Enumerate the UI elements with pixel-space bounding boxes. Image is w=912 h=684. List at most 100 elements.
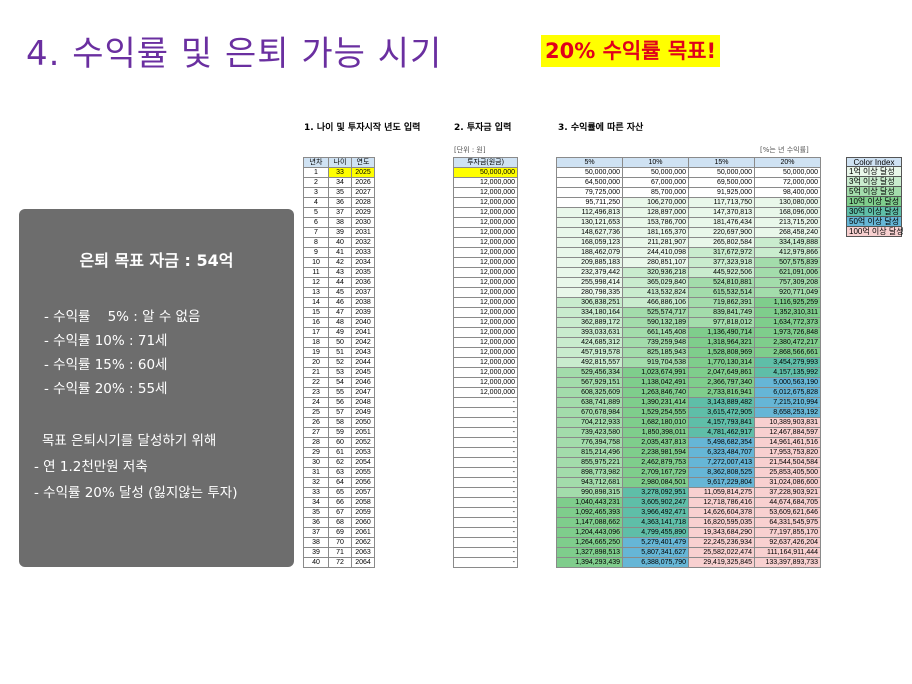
- age-cell[interactable]: 37: [329, 208, 352, 218]
- investment-cell[interactable]: 12,000,000: [454, 238, 518, 248]
- age-cell[interactable]: 51: [329, 348, 352, 358]
- age-cell[interactable]: 48: [329, 318, 352, 328]
- investment-cell[interactable]: 12,000,000: [454, 258, 518, 268]
- investment-cell[interactable]: 12,000,000: [454, 228, 518, 238]
- investment-cell[interactable]: 12,000,000: [454, 338, 518, 348]
- age-cell[interactable]: 59: [329, 428, 352, 438]
- age-cell[interactable]: 60: [329, 438, 352, 448]
- asset-cell: 492,815,557: [557, 358, 623, 368]
- age-cell[interactable]: 63: [329, 468, 352, 478]
- age-cell[interactable]: 41: [329, 248, 352, 258]
- investment-cell[interactable]: 12,000,000: [454, 378, 518, 388]
- year-no-cell: 28: [304, 438, 329, 448]
- investment-cell[interactable]: 12,000,000: [454, 358, 518, 368]
- investment-cell[interactable]: -: [454, 558, 518, 568]
- year-no-cell: 6: [304, 218, 329, 228]
- age-cell[interactable]: 61: [329, 448, 352, 458]
- age-cell[interactable]: 56: [329, 398, 352, 408]
- investment-cell[interactable]: 12,000,000: [454, 218, 518, 228]
- investment-cell[interactable]: -: [454, 518, 518, 528]
- age-cell[interactable]: 67: [329, 508, 352, 518]
- investment-cell[interactable]: -: [454, 538, 518, 548]
- age-cell[interactable]: 62: [329, 458, 352, 468]
- age-cell[interactable]: 64: [329, 478, 352, 488]
- asset-cell: 920,771,049: [755, 288, 821, 298]
- investment-cell[interactable]: -: [454, 438, 518, 448]
- investment-cell[interactable]: -: [454, 478, 518, 488]
- age-cell[interactable]: 71: [329, 548, 352, 558]
- investment-cell[interactable]: -: [454, 508, 518, 518]
- year-no-cell: 2: [304, 178, 329, 188]
- age-cell[interactable]: 47: [329, 308, 352, 318]
- age-cell[interactable]: 42: [329, 258, 352, 268]
- investment-cell[interactable]: -: [454, 418, 518, 428]
- age-cell[interactable]: 72: [329, 558, 352, 568]
- year-cell: 2031: [352, 228, 375, 238]
- age-cell[interactable]: 46: [329, 298, 352, 308]
- year-cell: 2059: [352, 508, 375, 518]
- age-cell[interactable]: 49: [329, 328, 352, 338]
- investment-cell[interactable]: -: [454, 408, 518, 418]
- age-cell[interactable]: 39: [329, 228, 352, 238]
- investment-cell[interactable]: 12,000,000: [454, 208, 518, 218]
- summary-line: - 수익률 15% : 60세: [44, 357, 168, 373]
- year-cell: 2053: [352, 448, 375, 458]
- investment-cell[interactable]: 12,000,000: [454, 278, 518, 288]
- investment-cell[interactable]: 12,000,000: [454, 188, 518, 198]
- age-cell[interactable]: 55: [329, 388, 352, 398]
- year-no-cell: 8: [304, 238, 329, 248]
- age-cell[interactable]: 45: [329, 288, 352, 298]
- age-cell[interactable]: 50: [329, 338, 352, 348]
- investment-cell[interactable]: -: [454, 458, 518, 468]
- asset-cell: 92,637,426,204: [755, 538, 821, 548]
- age-cell[interactable]: 36: [329, 198, 352, 208]
- age-cell[interactable]: 68: [329, 518, 352, 528]
- investment-cell[interactable]: 12,000,000: [454, 198, 518, 208]
- age-cell[interactable]: 34: [329, 178, 352, 188]
- investment-cell[interactable]: -: [454, 548, 518, 558]
- investment-cell[interactable]: -: [454, 398, 518, 408]
- age-cell[interactable]: 33: [329, 168, 352, 178]
- age-cell[interactable]: 40: [329, 238, 352, 248]
- investment-cell[interactable]: 12,000,000: [454, 368, 518, 378]
- investment-cell[interactable]: -: [454, 498, 518, 508]
- investment-cell[interactable]: -: [454, 528, 518, 538]
- color-index-item: 1억 이상 달성: [846, 167, 902, 177]
- asset-cell: 670,678,984: [557, 408, 623, 418]
- year-no-cell: 30: [304, 458, 329, 468]
- age-cell[interactable]: 35: [329, 188, 352, 198]
- age-cell[interactable]: 54: [329, 378, 352, 388]
- investment-cell[interactable]: 12,000,000: [454, 388, 518, 398]
- year-cell: 2054: [352, 458, 375, 468]
- age-cell[interactable]: 52: [329, 358, 352, 368]
- age-cell[interactable]: 70: [329, 538, 352, 548]
- age-cell[interactable]: 65: [329, 488, 352, 498]
- age-cell[interactable]: 38: [329, 218, 352, 228]
- investment-cell[interactable]: 12,000,000: [454, 268, 518, 278]
- asset-cell: 2,047,649,861: [689, 368, 755, 378]
- asset-cell: 130,080,000: [755, 198, 821, 208]
- investment-cell[interactable]: 12,000,000: [454, 318, 518, 328]
- investment-cell[interactable]: -: [454, 448, 518, 458]
- investment-cell[interactable]: 12,000,000: [454, 288, 518, 298]
- investment-cell[interactable]: 12,000,000: [454, 298, 518, 308]
- investment-cell[interactable]: 12,000,000: [454, 248, 518, 258]
- year-cell: 2064: [352, 558, 375, 568]
- investment-cell[interactable]: -: [454, 488, 518, 498]
- investment-cell[interactable]: 50,000,000: [454, 168, 518, 178]
- investment-cell[interactable]: 12,000,000: [454, 328, 518, 338]
- age-cell[interactable]: 66: [329, 498, 352, 508]
- investment-cell[interactable]: 12,000,000: [454, 348, 518, 358]
- investment-cell[interactable]: -: [454, 428, 518, 438]
- age-cell[interactable]: 57: [329, 408, 352, 418]
- year-no-cell: 13: [304, 288, 329, 298]
- age-cell[interactable]: 43: [329, 268, 352, 278]
- age-cell[interactable]: 58: [329, 418, 352, 428]
- asset-cell: 638,741,889: [557, 398, 623, 408]
- age-cell[interactable]: 53: [329, 368, 352, 378]
- investment-cell[interactable]: 12,000,000: [454, 178, 518, 188]
- age-cell[interactable]: 44: [329, 278, 352, 288]
- investment-cell[interactable]: 12,000,000: [454, 308, 518, 318]
- age-cell[interactable]: 69: [329, 528, 352, 538]
- investment-cell[interactable]: -: [454, 468, 518, 478]
